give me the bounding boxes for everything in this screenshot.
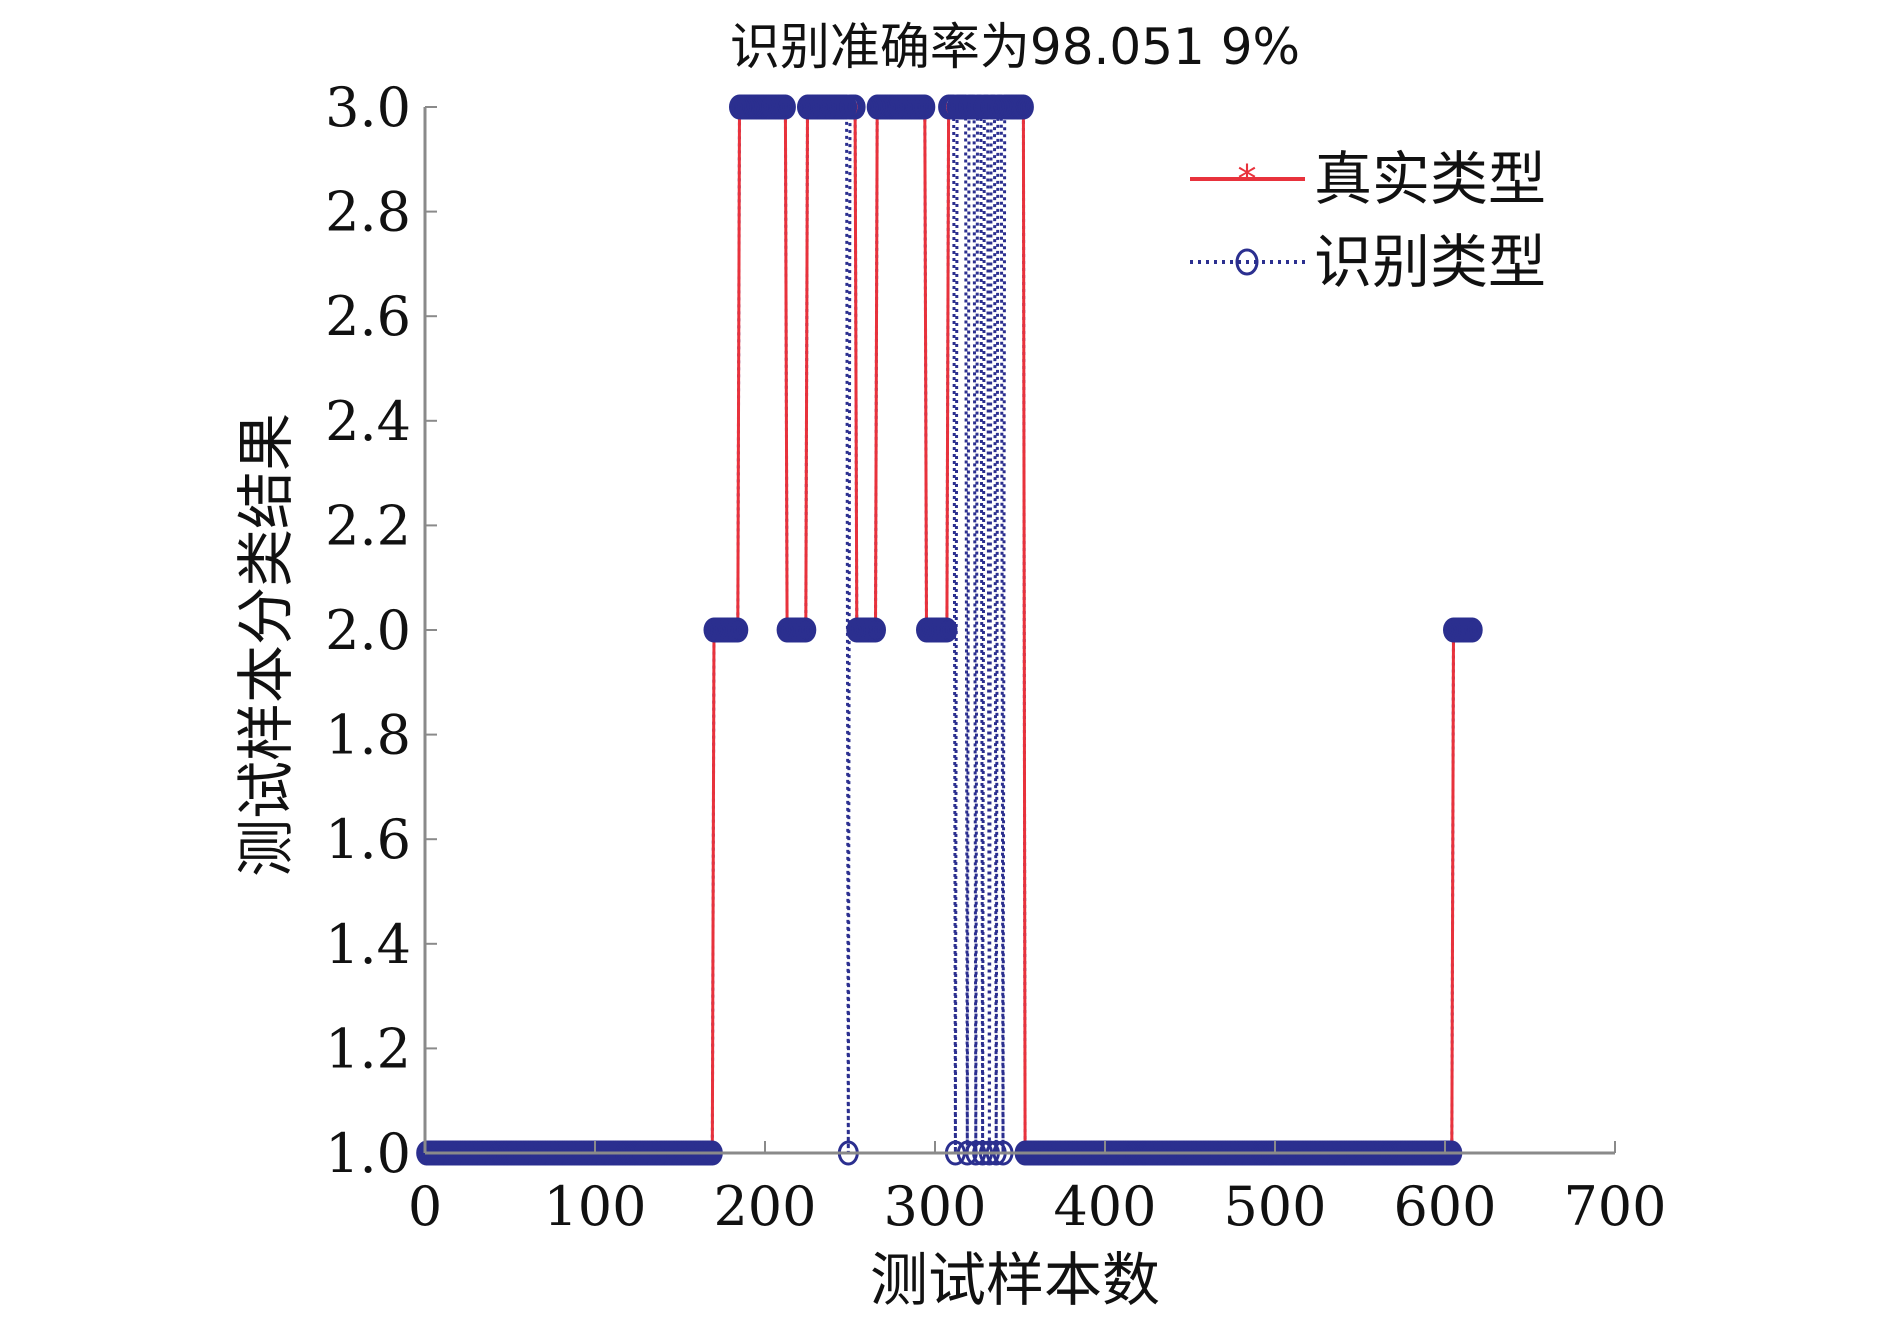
y-tick-label: 2.6 xyxy=(325,285,411,348)
x-tick-label: 400 xyxy=(1053,1175,1156,1238)
point-predicted xyxy=(1461,617,1483,643)
point-predicted xyxy=(774,94,796,120)
y-tick-label: 1.2 xyxy=(325,1017,411,1080)
y-axis-label: 测试样本分类结果 xyxy=(232,413,300,877)
chart-title: 识别准确率为98.051 9% xyxy=(730,18,1300,76)
y-tick-label: 2.8 xyxy=(325,181,411,244)
x-tick-label: 300 xyxy=(883,1175,986,1238)
x-tick-label: 200 xyxy=(713,1175,816,1238)
x-tick-label: 500 xyxy=(1223,1175,1326,1238)
legend-star-marker: * xyxy=(1238,157,1257,201)
legend-label-predicted: 识别类型 xyxy=(1314,228,1546,296)
y-tick-label: 1.6 xyxy=(325,808,411,871)
x-axis-label: 测试样本数 xyxy=(870,1246,1160,1314)
y-tick-label: 2.0 xyxy=(325,599,411,662)
legend: * 真实类型 识别类型 xyxy=(1178,145,1598,298)
x-tick-label: 600 xyxy=(1393,1175,1496,1238)
point-predicted xyxy=(795,617,817,643)
y-tick-label: 1.0 xyxy=(325,1122,411,1185)
y-tick-label: 1.4 xyxy=(325,913,411,976)
point-predicted xyxy=(936,617,958,643)
point-predicted xyxy=(865,617,886,643)
point-predicted xyxy=(1012,94,1034,120)
point-predicted xyxy=(914,94,936,120)
x-tick-label: 0 xyxy=(408,1175,442,1238)
point-predicted xyxy=(844,94,866,120)
ticks: 0 100 200 300 400 500 600 700 1.0 1.2 1.4 1.6 1.8 2.0… xyxy=(325,76,1666,1238)
y-tick-label: 1.8 xyxy=(325,704,411,767)
point-predicted xyxy=(727,617,749,643)
legend-label-true: 真实类型 xyxy=(1314,145,1546,213)
x-tick-label: 700 xyxy=(1563,1175,1666,1238)
x-tick-label: 100 xyxy=(543,1175,646,1238)
y-tick-label: 3.0 xyxy=(325,76,411,139)
legend-circle-marker xyxy=(1235,248,1259,276)
y-tick-label: 2.4 xyxy=(325,390,411,453)
y-tick-label: 2.2 xyxy=(325,494,411,557)
